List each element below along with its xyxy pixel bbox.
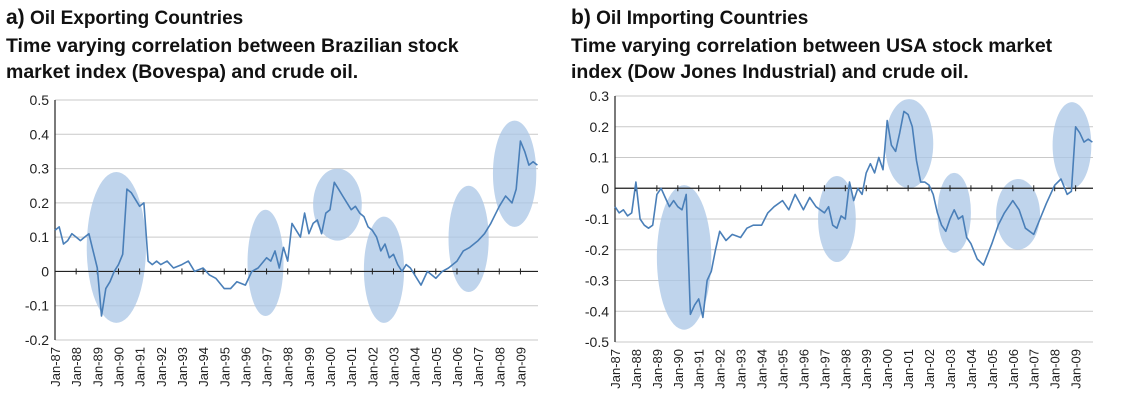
x-tick-label: Jan-04 xyxy=(408,347,423,387)
highlight-ellipse xyxy=(313,168,362,241)
highlight-ellipse xyxy=(996,179,1041,250)
x-tick-label: Jan-00 xyxy=(880,349,895,389)
x-tick-label: Jan-94 xyxy=(755,349,770,389)
panel-label: a) xyxy=(6,6,25,29)
x-tick-label: Jan-06 xyxy=(1006,349,1021,389)
line-chart-b: -0.5 -0.4 -0.3 -0.2 -0.1 0 0.1 0.2 0.3 Jan-87 Jan-… xyxy=(585,88,1093,389)
y-tick-label: -0.2 xyxy=(25,332,49,348)
chart-subtitle-line2: index (Dow Jones Industrial) and crude o… xyxy=(571,61,969,83)
x-tick-label: Jan-96 xyxy=(238,347,253,387)
x-tick-label: Jan-09 xyxy=(513,347,528,387)
x-tick-label: Jan-92 xyxy=(713,349,728,389)
x-tick-label: Jan-99 xyxy=(302,347,317,387)
series-line xyxy=(54,140,538,317)
line-chart-a: -0.2 -0.1 0 0.1 0.2 0.3 0.4 0.5 Jan-87 Jan-88 Jan-… xyxy=(25,92,538,387)
x-tick-label: Jan-08 xyxy=(1048,349,1063,389)
highlight-ellipse xyxy=(885,99,934,189)
x-tick-label: Jan-05 xyxy=(985,349,1000,389)
y-tick-label: 0 xyxy=(601,180,609,196)
y-tick-label: -0.2 xyxy=(585,242,609,258)
x-tick-label: Jan-94 xyxy=(196,347,211,387)
x-tick-label: Jan-04 xyxy=(964,349,979,389)
y-tick-label: 0.1 xyxy=(590,150,610,166)
chart-subtitle-line1: Time varying correlation between Brazili… xyxy=(6,35,459,57)
x-tick-label: Jan-06 xyxy=(450,347,465,387)
y-tick-label: 0.3 xyxy=(590,88,610,104)
y-tick-label: 0.2 xyxy=(30,195,50,211)
highlight-ellipse xyxy=(448,185,489,292)
x-tick-label: Jan-01 xyxy=(901,349,916,389)
chart-title: b) Oil Importing Countries xyxy=(571,6,808,30)
x-tick-label: Jan-87 xyxy=(48,347,63,387)
x-tick-label: Jan-97 xyxy=(817,349,832,389)
y-tick-label: -0.4 xyxy=(585,303,609,319)
x-tick-label: Jan-00 xyxy=(323,347,338,387)
highlight-ellipse xyxy=(818,175,856,263)
highlight-ellipse xyxy=(937,172,971,253)
x-tick-label: Jan-92 xyxy=(154,347,169,387)
y-tick-label: -0.3 xyxy=(585,273,609,289)
x-tick-label: Jan-07 xyxy=(1027,349,1042,389)
highlight-ellipse xyxy=(492,120,537,227)
x-tick-label: Jan-95 xyxy=(217,347,232,387)
x-tick-label: Jan-05 xyxy=(429,347,444,387)
x-tick-label: Jan-97 xyxy=(260,347,275,387)
x-tick-label: Jan-88 xyxy=(69,347,84,387)
x-tick-label: Jan-03 xyxy=(943,349,958,389)
y-tick-label: 0.3 xyxy=(30,161,50,177)
x-tick-label: Jan-98 xyxy=(281,347,296,387)
x-tick-label: Jan-08 xyxy=(492,347,507,387)
chart-subtitle-line1: Time varying correlation between USA sto… xyxy=(571,35,1053,57)
highlight-ellipse xyxy=(656,185,712,330)
chart-subtitle-line2: market index (Bovespa) and crude oil. xyxy=(6,61,359,83)
x-tick-label: Jan-93 xyxy=(734,349,749,389)
x-tick-label: Jan-90 xyxy=(671,349,686,389)
highlight-ellipse xyxy=(1052,102,1092,189)
y-tick-label: 0.4 xyxy=(30,126,50,142)
x-tick-label: Jan-89 xyxy=(90,347,105,387)
x-tick-label: Jan-02 xyxy=(922,349,937,389)
x-tick-label: Jan-89 xyxy=(650,349,665,389)
x-tick-label: Jan-91 xyxy=(133,347,148,387)
x-tick-label: Jan-88 xyxy=(629,349,644,389)
panel-label: b) xyxy=(571,6,591,29)
highlight-ellipse xyxy=(86,172,146,323)
x-tick-label: Jan-07 xyxy=(471,347,486,387)
highlight-ellipse xyxy=(363,216,405,323)
chart-panel-a: a) Oil Exporting Countries Time varying … xyxy=(0,0,560,401)
y-tick-label: -0.1 xyxy=(585,211,609,227)
x-tick-label: Jan-09 xyxy=(1069,349,1084,389)
x-tick-label: Jan-95 xyxy=(775,349,790,389)
chart-title-text: Oil Exporting Countries xyxy=(29,8,244,29)
y-tick-label: 0.2 xyxy=(590,119,610,135)
chart-panel-b: b) Oil Importing Countries Time varying … xyxy=(565,0,1130,401)
highlight-ellipse xyxy=(247,209,284,316)
y-tick-label: 0 xyxy=(41,263,49,279)
x-tick-label: Jan-96 xyxy=(796,349,811,389)
x-tick-label: Jan-98 xyxy=(838,349,853,389)
y-tick-label: 0.1 xyxy=(30,229,50,245)
y-tick-label: -0.5 xyxy=(585,334,609,350)
x-tick-label: Jan-93 xyxy=(175,347,190,387)
x-tick-label: Jan-91 xyxy=(692,349,707,389)
x-tick-label: Jan-87 xyxy=(608,349,623,389)
y-tick-label: -0.1 xyxy=(25,298,49,314)
x-tick-label: Jan-90 xyxy=(111,347,126,387)
series-line xyxy=(614,110,1093,319)
chart-title: a) Oil Exporting Countries xyxy=(6,6,243,30)
x-tick-label: Jan-02 xyxy=(365,347,380,387)
x-tick-label: Jan-03 xyxy=(387,347,402,387)
x-tick-label: Jan-99 xyxy=(859,349,874,389)
x-tick-label: Jan-01 xyxy=(344,347,359,387)
chart-title-text: Oil Importing Countries xyxy=(596,8,809,29)
y-tick-label: 0.5 xyxy=(30,92,50,108)
